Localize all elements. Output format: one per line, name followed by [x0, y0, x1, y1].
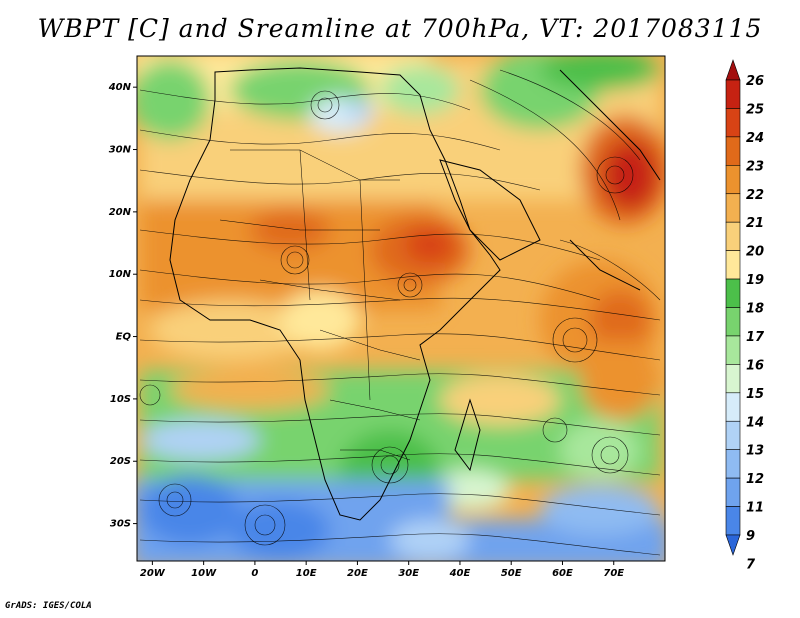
x-tick-label: 60E	[552, 568, 573, 579]
colorbar-swatch	[725, 477, 741, 507]
colorbar-swatch	[725, 506, 741, 536]
y-tick-label: 20S	[110, 456, 131, 467]
colorbar-swatch	[725, 136, 741, 166]
x-tick-label: 20E	[347, 568, 368, 579]
y-tick-label: 10S	[110, 394, 131, 405]
colorbar-swatch	[725, 193, 741, 223]
colorbar-label: 7	[746, 557, 756, 572]
x-tick-label: 50E	[501, 568, 522, 579]
colorbar-label: 14	[746, 415, 764, 430]
colorbar-swatch	[725, 449, 741, 479]
x-tick-label: 70E	[603, 568, 624, 579]
colorbar-label: 16	[746, 358, 764, 373]
vortices	[139, 90, 634, 546]
colorbar-swatch	[725, 534, 741, 556]
x-axis: 20W 10W 0 10E 20E 30E 40E 50E 60E 70E	[140, 561, 624, 579]
colorbar-label: 21	[746, 216, 764, 231]
colorbar-label: 22	[746, 188, 764, 203]
colorbar-swatch	[725, 165, 741, 195]
x-tick-label: 40E	[449, 568, 471, 579]
colorbar-swatch	[725, 364, 741, 394]
colorbar-swatch	[725, 392, 741, 422]
colorbar-swatch	[725, 335, 741, 365]
chart-title: WBPT [C] and Sreamline at 700hPa, VT: 20…	[37, 14, 763, 43]
colorbar-swatch	[725, 250, 741, 280]
streamlines	[139, 69, 661, 556]
colorbar-label: 19	[746, 273, 764, 288]
colorbar-label: 15	[746, 387, 764, 402]
colorbar-swatch	[725, 420, 741, 450]
colorbar-label: 9	[746, 529, 755, 544]
footer-credit: GrADS: IGES/COLA	[5, 601, 92, 611]
colorbar-swatch	[725, 59, 741, 81]
colorbar-label: 12	[746, 472, 764, 487]
y-tick-label: 30N	[109, 145, 132, 156]
x-tick-label: 10E	[296, 568, 317, 579]
colorbar-label: 20	[746, 245, 764, 260]
colorbar-label: 26	[746, 74, 764, 89]
map-frame	[136, 55, 666, 562]
colorbar-label: 23	[746, 159, 764, 174]
colorbar-label: 18	[746, 302, 764, 317]
borders	[219, 149, 421, 461]
colorbar-label: 17	[746, 330, 765, 345]
x-tick-label: 10W	[191, 568, 217, 579]
colorbar-swatch	[725, 79, 741, 109]
x-tick-label: 20W	[140, 568, 166, 579]
y-axis: 40N 30N 20N 10N EQ 10S 20S 30S	[108, 82, 137, 530]
y-tick-label: 10N	[109, 269, 132, 280]
y-tick-label: 40N	[108, 82, 132, 93]
colorbar-label: 11	[746, 501, 764, 516]
colorbar-swatch	[725, 221, 741, 251]
coastlines	[169, 67, 661, 521]
colorbar-label: 13	[746, 444, 764, 459]
y-tick-label: 20N	[109, 207, 132, 218]
y-tick-label: EQ	[116, 332, 132, 343]
colorbar-label: 24	[746, 131, 764, 146]
wbpt-field	[137, 56, 665, 561]
x-tick-label: 30E	[398, 568, 419, 579]
colorbar-swatch	[725, 108, 741, 138]
y-tick-label: 30S	[110, 519, 131, 530]
colorbar-swatch	[725, 278, 741, 308]
x-tick-label: 0	[251, 568, 258, 579]
colorbar-swatch	[725, 307, 741, 337]
colorbar: 26 25 24 23 22 21 20 19 18 17 16 15 14 13 12 11 9 7	[725, 59, 765, 572]
colorbar-label: 25	[746, 102, 764, 117]
